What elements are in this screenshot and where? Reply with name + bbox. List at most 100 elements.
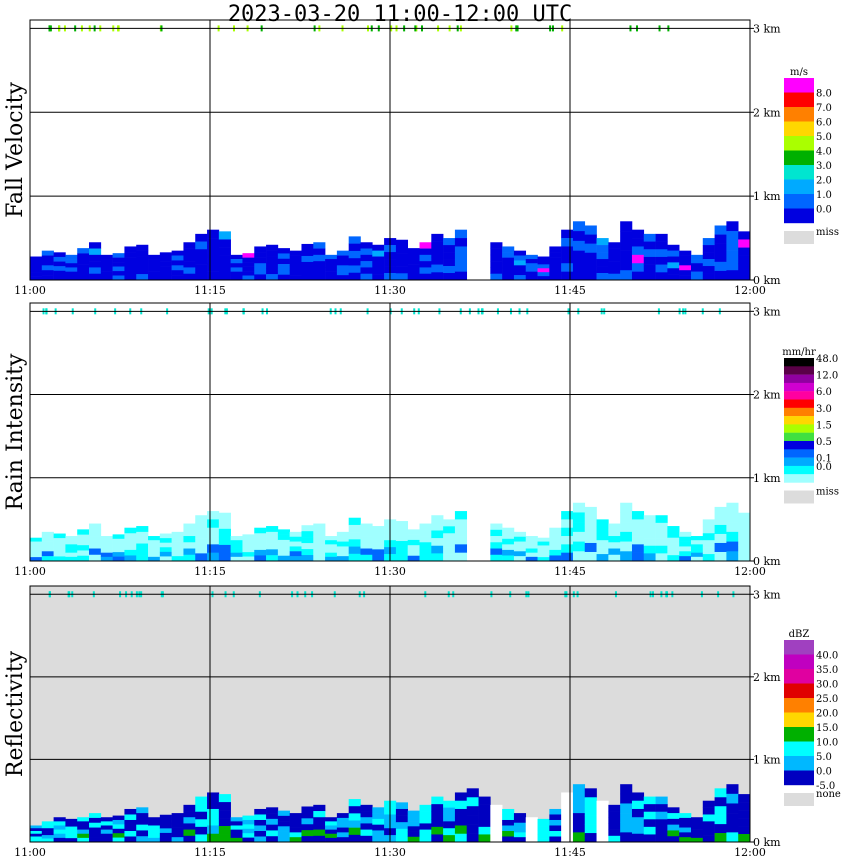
data-cell [148,275,161,281]
data-cell [667,250,680,257]
data-cell [620,551,633,562]
data-cell [513,270,527,276]
data-cell [336,541,349,547]
data-cell [65,275,78,281]
data-cell [313,804,326,812]
data-cell [254,246,267,253]
data-cell [242,819,255,825]
data-cell [584,806,597,816]
data-cell [65,826,78,831]
data-cell [502,808,515,815]
data-cell [608,554,621,562]
data-cell [667,531,680,538]
data-cell [195,249,208,258]
data-cell [207,238,220,247]
data-cell [631,817,645,826]
data-cell [679,813,692,819]
data-cell [572,240,586,251]
data-cell [360,248,373,256]
legend-label: 2.0 [816,176,832,187]
data-cell [336,531,349,538]
data-cell [395,541,409,548]
data-cell [443,519,456,527]
data-cell [608,254,621,262]
data-cell [702,814,715,822]
x-tick-label: 12:00 [734,846,766,859]
data-cell [395,259,409,267]
data-cell [655,249,668,258]
data-cell [289,837,302,843]
data-cell [608,273,621,281]
data-cell [631,519,645,529]
data-cell [714,824,727,834]
data-cell [89,261,102,268]
data-cell [89,248,102,256]
data-cell [525,536,538,541]
data-cell [702,554,715,562]
data-cell [490,254,503,262]
data-cell [466,815,479,825]
data-cell [502,263,515,270]
data-cell [277,826,290,832]
data-cell [419,835,432,843]
data-cell [301,243,314,251]
data-cell [277,534,290,541]
data-cell [313,829,326,837]
data-cell [77,274,90,281]
x-tick-label: 11:45 [554,565,586,578]
data-cell [266,830,279,837]
data-cell [195,272,208,281]
data-cell [266,244,279,251]
data-cell [53,556,66,562]
data-cell [360,829,373,837]
data-cell [77,258,90,265]
data-cell [643,522,656,531]
data-cell [136,244,149,251]
data-cell [714,806,727,816]
data-cell [690,833,704,839]
data-cell [702,540,715,548]
data-cell [655,264,668,273]
data-cell [207,229,220,239]
legend-miss-label: miss [816,487,839,498]
data-cell [690,259,704,264]
data-cell [112,257,125,263]
data-cell [478,819,491,828]
data-cell [714,533,727,544]
data-cell [148,817,161,822]
data-cell [525,254,538,260]
data-cell [655,233,668,242]
data-cell [419,548,432,556]
data-cell [372,549,385,556]
data-cell [549,814,562,821]
data-cell [136,836,149,843]
legend-swatch [784,683,814,699]
legend-unit: mm/hr [782,347,816,358]
data-cell [537,553,550,558]
data-cell [454,817,468,826]
data-cell [124,544,137,551]
data-cell [195,538,208,547]
data-cell [667,262,680,269]
data-cell [407,258,420,265]
data-cell [266,268,279,275]
data-cell [325,556,338,562]
data-cell [667,824,680,831]
legend-label: 10.0 [816,738,838,749]
data-cell [702,519,715,527]
data-cell [667,244,680,251]
data-cell [53,256,66,262]
data-cell [572,250,586,261]
data-cell [513,255,527,261]
data-cell [218,802,231,811]
legend-swatch [784,399,814,408]
data-cell [348,813,361,821]
data-cell [549,257,562,264]
data-cell [596,547,609,555]
data-cell [159,538,172,543]
data-cell [124,252,137,258]
data-cell [419,536,432,543]
data-cell [419,523,432,531]
data-cell [419,273,432,281]
data-cell [502,549,515,556]
